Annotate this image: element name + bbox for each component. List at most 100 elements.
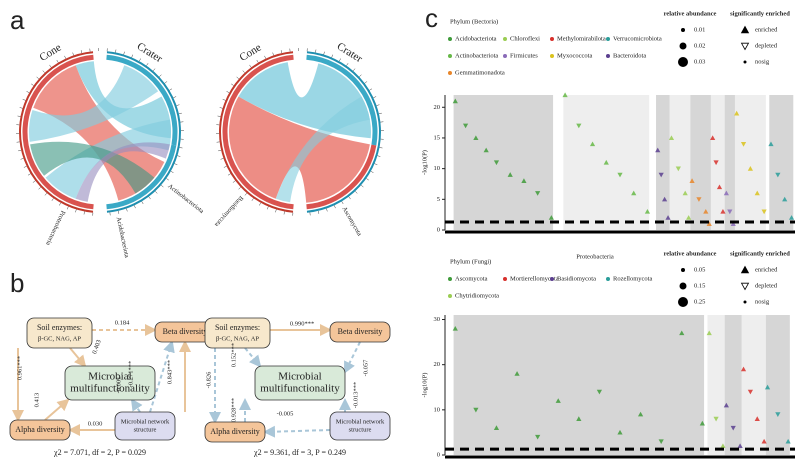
chord-tick <box>317 210 320 214</box>
group-band <box>710 95 725 230</box>
chord-ribbon <box>75 61 171 139</box>
chord-tick <box>56 59 59 63</box>
taxon-label: Actinobacteriota <box>166 183 205 215</box>
chord-tick <box>222 98 226 101</box>
legend-swatch <box>606 54 610 58</box>
chord-tick <box>42 70 45 73</box>
legend-label: Verrucomicrobiota <box>613 35 662 42</box>
point <box>699 420 705 426</box>
legend-label: Actinobacteriota <box>455 52 498 59</box>
path-arrow <box>130 398 143 413</box>
path-coefficient: -0.826 <box>205 371 212 389</box>
chord-tick <box>38 187 41 190</box>
point <box>747 389 753 395</box>
chord-tick <box>366 178 369 181</box>
chord-tick <box>72 52 74 56</box>
legend-label: Acidobacteriota <box>455 35 497 42</box>
group-band <box>769 95 794 230</box>
model-fit: χ2 = 7.071, df = 2, P = 0.029 <box>53 448 146 457</box>
path-coefficient: 0.413 <box>33 393 40 408</box>
chord-tick <box>266 206 269 210</box>
chord-tick <box>66 206 69 210</box>
shape-swatch <box>740 282 750 291</box>
chord-tick <box>126 208 128 212</box>
size-swatch <box>679 282 687 290</box>
chord-tick <box>177 155 181 157</box>
group-band <box>734 95 766 230</box>
point <box>644 208 651 214</box>
group-band <box>724 95 735 230</box>
size-swatch <box>679 42 687 50</box>
chord-tick <box>148 196 151 200</box>
chord-ring <box>22 54 94 210</box>
chord-tick <box>244 192 248 196</box>
chord-ring <box>222 54 294 210</box>
point <box>782 196 788 202</box>
point <box>710 135 716 141</box>
chord-tick <box>323 51 325 55</box>
chord-tick <box>220 158 224 160</box>
legend-title: Phylum (Bectoria) <box>450 18 498 25</box>
shape-label: nosig <box>755 298 770 305</box>
shape-label: nosig <box>755 58 770 65</box>
chord-ribbon <box>30 141 155 194</box>
legend-swatch <box>448 54 452 58</box>
node-box <box>9 419 71 441</box>
point <box>713 160 719 166</box>
legend-label: Rozellomycota <box>613 275 652 282</box>
node-box <box>329 411 391 441</box>
chord-tick <box>115 49 117 53</box>
legend-swatch <box>503 37 507 41</box>
y-axis-label: -log10(P) <box>421 373 428 398</box>
size-label: 0.03 <box>694 58 705 65</box>
legend-label: Gemmatimonadota <box>455 69 505 76</box>
point <box>754 416 760 421</box>
path-coefficient: 0.843*** <box>166 360 173 384</box>
chord-ring-outer <box>18 51 94 213</box>
chord-tick <box>141 201 144 205</box>
chord-tick <box>219 107 223 109</box>
point <box>562 92 568 98</box>
taxon-label: Ascomycota <box>340 206 362 238</box>
chord-tick <box>80 50 83 54</box>
point <box>716 184 723 190</box>
y-tick-label: 20 <box>434 104 441 111</box>
point <box>493 160 500 166</box>
chord-tick <box>364 81 368 84</box>
group-band <box>765 315 790 455</box>
chord-tick <box>218 149 222 152</box>
chord-tick <box>242 70 245 73</box>
legend-title: relative abundance <box>664 250 717 257</box>
y-tick-label: 0 <box>437 451 440 458</box>
legend-swatch <box>448 277 452 281</box>
point <box>589 141 596 147</box>
chord-tick <box>166 178 169 181</box>
node-label: Alpha diversity <box>210 427 260 436</box>
point <box>493 425 500 430</box>
point <box>696 197 702 202</box>
node-box <box>329 321 391 343</box>
chord-tick <box>238 187 241 190</box>
y-tick-label: 20 <box>434 361 441 368</box>
chord-tick <box>373 96 377 98</box>
node-box <box>204 421 266 443</box>
chord-tick <box>178 112 182 115</box>
chord-tick <box>256 59 259 63</box>
point <box>535 191 541 196</box>
node-box <box>254 365 346 401</box>
chord-tick <box>376 104 380 106</box>
legend-label: Ascomycota <box>455 275 488 282</box>
legend-swatch <box>550 54 554 58</box>
chord-tick <box>59 202 61 206</box>
legend-label: Chloroflexi <box>510 35 540 42</box>
path-arrow <box>263 425 331 438</box>
point <box>668 135 675 141</box>
chord-tick <box>18 149 22 152</box>
panel-label: a <box>10 5 25 35</box>
point <box>514 371 520 376</box>
point <box>452 325 458 331</box>
size-label: 0.01 <box>694 26 705 33</box>
node-label: Beta diversity <box>338 327 383 336</box>
point <box>576 416 582 421</box>
chord-tick <box>134 205 136 209</box>
